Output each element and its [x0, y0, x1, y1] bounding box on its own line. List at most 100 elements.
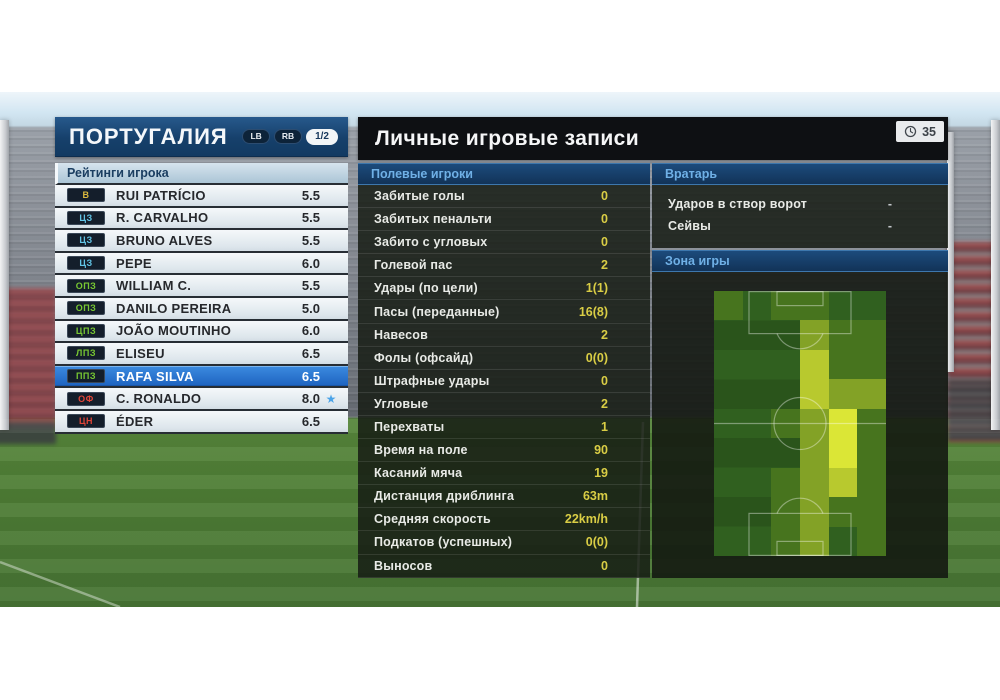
- player-rating: 6.5: [301, 345, 320, 361]
- stat-label: Угловые: [374, 396, 429, 411]
- player-row[interactable]: ОПЗ DANILO PEREIRA 5.0 ★: [55, 297, 348, 321]
- field-players-header: Полевые игроки: [358, 163, 650, 185]
- heatmap-cell: [829, 527, 858, 556]
- heatmap-cell: [857, 467, 886, 498]
- player-row[interactable]: ЦЗ R. CARVALHO 5.5 ★: [55, 207, 348, 231]
- stat-label: Подкатов (успешных): [374, 535, 513, 550]
- position-badge: ЦПЗ: [67, 323, 105, 338]
- player-row[interactable]: ЦЗ BRUNO ALVES 5.5 ★: [55, 230, 348, 253]
- stat-label: Сейвы: [668, 219, 712, 233]
- stat-row: Время на поле 90: [358, 439, 650, 463]
- player-row[interactable]: ОФ C. RONALDO 8.0 ★: [55, 388, 348, 411]
- team-ratings-panel: ПОРТУГАЛИЯ LB RB 1/2 Рейтинги игрока В R…: [55, 117, 348, 434]
- heatmap-cell: [857, 349, 886, 380]
- player-row[interactable]: ЦПЗ JOÃO MOUTINHO 6.0 ★: [55, 320, 348, 344]
- goalkeeper-header-label: Вратарь: [665, 167, 718, 181]
- lb-shoulder-button[interactable]: LB: [242, 129, 270, 144]
- heatmap-cell: [857, 379, 886, 409]
- player-row[interactable]: ЦН ÉDER 6.5 ★: [55, 410, 348, 434]
- stat-label: Забито с угловых: [374, 235, 488, 250]
- stat-row: Подкатов (успешных) 0(0): [358, 531, 650, 555]
- heatmap-cell: [857, 408, 886, 439]
- heatmap-cell: [771, 291, 800, 321]
- stat-row: Навесов 2: [358, 324, 650, 347]
- stat-label: Ударов в створ ворот: [668, 197, 808, 211]
- stat-value: 0: [601, 558, 608, 573]
- heatmap-cell: [771, 379, 800, 408]
- heatmap-cell: [714, 291, 743, 321]
- stat-value: 19: [594, 466, 608, 481]
- team-header: ПОРТУГАЛИЯ LB RB 1/2: [55, 117, 348, 157]
- stat-row: Штрафные удары 0: [358, 370, 650, 393]
- stand-seats-left: [0, 288, 56, 428]
- stat-row: Забитые голы 0: [358, 185, 650, 209]
- heatmap-cell: [771, 526, 800, 556]
- heatmap-cell: [714, 320, 743, 349]
- stat-label: Выносов: [374, 558, 433, 573]
- page-indicator: 1/2: [306, 128, 338, 145]
- stat-label: Время на поле: [374, 443, 468, 458]
- roof-pillar-right: [991, 120, 1000, 430]
- stat-row: Сейвы -: [652, 215, 948, 237]
- stat-row: Перехваты 1: [358, 416, 650, 440]
- game-screen: ПОРТУГАЛИЯ LB RB 1/2 Рейтинги игрока В R…: [0, 92, 1000, 607]
- player-rating: 6.0: [301, 323, 320, 339]
- stat-value: 0: [601, 189, 608, 204]
- player-row[interactable]: В RUI PATRÍCIO 5.5 ★: [55, 185, 348, 208]
- heatmap-cell: [743, 291, 772, 320]
- stat-row: Удары (по цели) 1(1): [358, 277, 650, 301]
- rb-shoulder-button[interactable]: RB: [273, 129, 303, 144]
- player-row[interactable]: ЦЗ PEPE 6.0 ★: [55, 252, 348, 276]
- stat-value: 2: [601, 327, 608, 342]
- player-row[interactable]: ОПЗ WILLIAM C. 5.5 ★: [55, 275, 348, 298]
- heatmap-cell: [828, 467, 858, 498]
- stat-value: 22km/h: [564, 512, 608, 527]
- heatmap-cell: [857, 526, 886, 556]
- player-name: DANILO PEREIRA: [116, 300, 232, 316]
- player-row[interactable]: ППЗ RAFA SILVA 6.5 ★: [55, 365, 348, 389]
- zone-header-label: Зона игры: [665, 254, 730, 268]
- stat-row: Пасы (переданные) 16(8): [358, 300, 650, 324]
- player-name: PEPE: [116, 255, 152, 271]
- heatmap-grid: [714, 291, 886, 556]
- heatmap-cell: [771, 320, 800, 349]
- player-list: В RUI PATRÍCIO 5.5 ★ ЦЗ R. CARVALHO 5.5 …: [55, 185, 348, 434]
- stat-value: -: [887, 219, 892, 233]
- records-title: Личные игровые записи: [375, 126, 640, 150]
- player-rating: 6.5: [301, 368, 320, 384]
- position-badge: ЦЗ: [67, 233, 105, 248]
- player-row[interactable]: ЛПЗ ELISEU 6.5 ★: [55, 343, 348, 366]
- heatmap-cell: [714, 497, 743, 526]
- star-icon: ★: [325, 391, 337, 406]
- stat-value: 0(0): [585, 535, 608, 550]
- heatmap-cell: [828, 497, 858, 527]
- player-rating: 5.5: [301, 210, 320, 226]
- match-records-panel: Личные игровые записи 35 Полевые игроки: [358, 117, 948, 578]
- field-players-header-label: Полевые игроки: [371, 167, 473, 181]
- play-zone-box: [652, 272, 948, 578]
- player-rating: 6.5: [301, 413, 320, 429]
- stat-row: Ударов в створ ворот -: [652, 193, 948, 215]
- position-badge: В: [67, 188, 105, 203]
- player-rating: 6.0: [301, 255, 320, 271]
- roof-pillar-left: [0, 120, 9, 430]
- player-rating: 5.5: [301, 187, 320, 203]
- player-name: R. CARVALHO: [116, 210, 209, 226]
- stat-row: Забитых пенальти 0: [358, 208, 650, 232]
- stat-label: Штрафные удары: [374, 373, 490, 388]
- heatmap-cell: [828, 349, 858, 380]
- zone-header: Зона игры: [652, 250, 948, 272]
- heatmap-cell: [857, 291, 886, 320]
- heatmap-cell: [771, 408, 800, 439]
- heatmap-cell: [828, 408, 858, 439]
- heatmap-cell: [799, 497, 829, 527]
- player-name: ELISEU: [116, 345, 165, 361]
- position-badge: ЛПЗ: [67, 346, 105, 361]
- heatmap-cell: [743, 497, 772, 526]
- stat-row: Выносов 0: [358, 555, 650, 578]
- field-players-column: Полевые игроки Забитые голы 0 Забитых пе…: [358, 163, 650, 578]
- heatmap-cell: [857, 438, 886, 468]
- stat-row: Забито с угловых 0: [358, 231, 650, 255]
- stat-value: 2: [601, 396, 608, 411]
- stat-label: Забитых пенальти: [374, 212, 492, 227]
